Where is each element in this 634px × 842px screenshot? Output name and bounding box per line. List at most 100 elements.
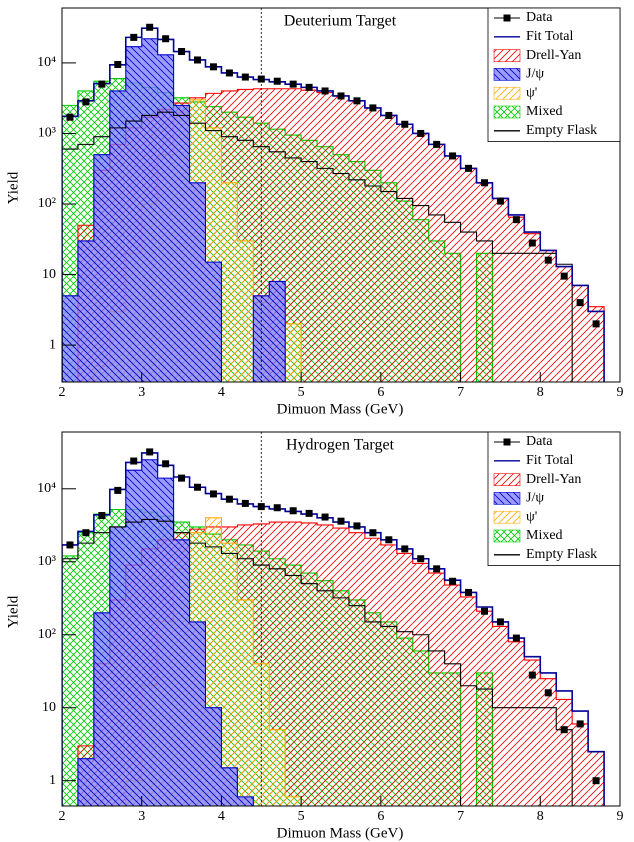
hist-bin	[317, 92, 334, 382]
data-point	[66, 541, 74, 549]
hist-bin	[221, 543, 238, 806]
hist-bin	[524, 660, 541, 806]
frame	[61, 7, 621, 383]
x-tick-label: 8	[537, 385, 544, 400]
data-point	[114, 486, 122, 494]
data-point	[353, 522, 361, 530]
legend-swatch	[493, 473, 521, 486]
x-tick-label: 5	[298, 809, 305, 824]
data-point	[194, 56, 202, 64]
hist-bin	[396, 124, 413, 382]
plot-area	[62, 448, 605, 806]
data-point	[273, 77, 281, 85]
hist-bin	[285, 323, 302, 382]
hist-bin	[205, 707, 222, 806]
x-tick-label: 2	[59, 809, 66, 824]
legend-label: Mixed	[526, 528, 563, 543]
data-point	[465, 588, 473, 596]
hist-bin	[141, 459, 158, 806]
y-tick-label: 1	[49, 773, 56, 788]
hist-bin	[301, 90, 318, 382]
hist-bin	[109, 90, 126, 382]
hist-bin	[348, 532, 365, 806]
hist-bin	[380, 115, 397, 382]
data-point	[401, 545, 409, 553]
hist-bin	[412, 563, 429, 806]
data-point	[162, 35, 170, 43]
data-point	[130, 33, 138, 41]
data-point	[257, 503, 265, 511]
hist-bin	[317, 524, 334, 806]
hist-bin	[540, 678, 557, 806]
hist-bin	[269, 729, 286, 806]
chart-title: Deuterium Target	[284, 13, 397, 30]
hist-bin	[237, 599, 254, 806]
x-tick-label: 8	[537, 809, 544, 824]
data-point	[592, 320, 600, 328]
data-point	[321, 513, 329, 521]
y-tick-label: 10⁴	[37, 55, 56, 70]
data-point	[82, 529, 90, 537]
legend-swatch	[493, 105, 521, 119]
data-point	[241, 499, 249, 507]
x-axis-label: Dimuon Mass (GeV)	[277, 825, 404, 841]
data-point	[178, 474, 186, 482]
hist-bin	[540, 250, 557, 382]
data-point	[114, 60, 122, 68]
hist-bin	[173, 105, 190, 382]
data-point	[98, 80, 106, 88]
y-tick-label: 1	[49, 337, 56, 352]
y-tick-label: 10	[42, 700, 56, 715]
data-point	[353, 97, 361, 105]
hist-bin	[476, 182, 493, 382]
hist-outline	[62, 518, 573, 806]
hist-bin	[285, 522, 302, 806]
hist-bin	[125, 470, 142, 806]
data-point	[369, 104, 377, 112]
data-point	[305, 83, 313, 91]
hist-outline	[62, 38, 286, 382]
data-point	[66, 113, 74, 121]
legend-label: ψ'	[526, 85, 537, 100]
hist-bin	[62, 555, 78, 806]
x-tick-label: 4	[218, 385, 225, 400]
data-point	[576, 720, 584, 728]
hist-bin	[508, 217, 525, 382]
x-tick-label: 3	[138, 809, 145, 824]
y-tick-label: 10²	[38, 196, 56, 211]
data-point	[162, 460, 170, 468]
hist-bin	[492, 198, 509, 382]
hist-bin	[141, 38, 158, 382]
x-tick-label: 7	[457, 385, 464, 400]
data-point	[146, 23, 154, 31]
data-point	[146, 448, 154, 456]
hist-bin	[333, 528, 349, 806]
legend-label: J/ψ	[526, 67, 544, 82]
legend-label: Fit Total	[526, 453, 573, 468]
hist-bin	[556, 699, 573, 806]
hist-bin	[157, 478, 174, 806]
legend-swatch	[503, 438, 511, 446]
hist-bin	[77, 532, 94, 806]
hist-outline	[62, 111, 573, 382]
hist-bin	[77, 758, 94, 806]
y-tick-label: 10²	[38, 627, 56, 642]
y-tick-label: 10³	[38, 126, 56, 141]
legend-swatch	[493, 86, 521, 100]
hist-bin	[572, 723, 589, 806]
x-tick-label: 6	[377, 385, 384, 400]
data-point	[385, 111, 393, 119]
data-point	[512, 634, 520, 642]
y-tick-label: 10	[42, 267, 56, 282]
hist-bin	[301, 522, 318, 806]
legend-swatch	[493, 529, 521, 543]
data-point	[369, 529, 377, 537]
hist-bin	[285, 796, 302, 806]
x-tick-label: 9	[617, 809, 624, 824]
legend-label: Empty Flask	[526, 547, 597, 562]
data-point	[560, 272, 568, 280]
hist-bin	[412, 133, 429, 382]
hist-bin	[189, 182, 206, 382]
hist-bin	[556, 266, 573, 382]
